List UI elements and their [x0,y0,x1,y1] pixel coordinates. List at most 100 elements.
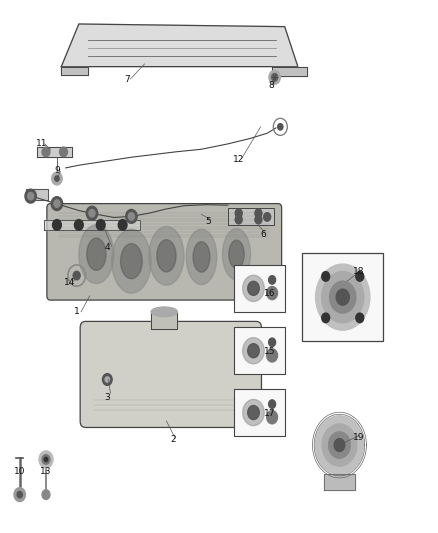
Ellipse shape [79,225,114,284]
FancyBboxPatch shape [47,204,282,300]
Circle shape [39,451,53,468]
Ellipse shape [186,229,217,285]
Circle shape [86,206,98,220]
Text: 2: 2 [170,435,176,444]
Circle shape [102,374,112,385]
Circle shape [255,209,262,217]
Text: 16: 16 [264,289,275,297]
Circle shape [264,213,271,221]
Circle shape [334,439,345,451]
Circle shape [14,488,25,502]
Polygon shape [37,147,72,157]
Text: 3: 3 [104,393,110,401]
Circle shape [60,147,67,157]
Circle shape [42,455,50,464]
Circle shape [74,220,83,230]
Circle shape [248,406,259,419]
Circle shape [118,220,127,230]
Circle shape [248,281,259,295]
Circle shape [268,276,276,284]
Circle shape [336,289,350,305]
Circle shape [128,213,134,220]
Polygon shape [61,67,88,75]
Text: 15: 15 [264,348,275,356]
Circle shape [42,490,50,499]
Circle shape [243,337,264,364]
Text: 10: 10 [14,467,25,476]
Circle shape [53,220,61,230]
Text: 17: 17 [264,409,275,417]
Text: 12: 12 [233,156,244,164]
Polygon shape [324,474,355,490]
Circle shape [356,272,364,281]
Circle shape [248,344,259,358]
Text: 11: 11 [36,140,47,148]
Text: 14: 14 [64,278,76,287]
Ellipse shape [120,244,142,279]
Text: 7: 7 [124,76,130,84]
Bar [234,265,285,312]
Circle shape [52,172,62,185]
FancyBboxPatch shape [80,321,261,427]
Polygon shape [151,312,177,329]
Circle shape [105,377,110,382]
Polygon shape [44,220,140,230]
Circle shape [269,70,280,84]
Circle shape [55,176,59,181]
Ellipse shape [229,240,244,268]
Circle shape [89,209,95,217]
Circle shape [28,192,34,200]
Circle shape [322,313,330,322]
Text: 6: 6 [260,230,266,239]
Circle shape [330,281,356,313]
Circle shape [267,410,278,424]
Bar [234,389,285,436]
Circle shape [278,124,283,130]
Circle shape [321,272,364,323]
Circle shape [96,220,105,230]
Polygon shape [26,189,48,200]
Circle shape [126,209,137,223]
Text: 1: 1 [74,308,80,316]
Ellipse shape [157,240,176,272]
Circle shape [255,215,262,224]
Circle shape [268,338,276,346]
Circle shape [42,147,50,157]
Circle shape [243,399,264,426]
Circle shape [243,275,264,302]
Circle shape [322,272,330,281]
Text: 13: 13 [40,467,52,476]
Circle shape [44,457,48,462]
Text: 19: 19 [353,433,365,441]
Circle shape [315,264,370,330]
Text: 5: 5 [205,217,211,225]
Circle shape [235,209,242,217]
Ellipse shape [193,241,210,272]
Bar [234,327,285,374]
Ellipse shape [112,229,151,293]
Text: 18: 18 [353,268,365,276]
Ellipse shape [87,238,106,270]
Circle shape [328,432,350,458]
Circle shape [268,400,276,408]
Circle shape [54,200,60,207]
Circle shape [322,424,357,466]
Circle shape [267,286,278,300]
Ellipse shape [149,227,184,285]
Bar [302,253,383,341]
Circle shape [25,189,36,203]
Polygon shape [272,67,307,76]
Circle shape [235,215,242,224]
Text: 9: 9 [54,166,60,175]
Circle shape [356,313,364,322]
Ellipse shape [151,307,177,317]
Polygon shape [228,208,274,225]
Polygon shape [61,24,298,67]
Circle shape [315,416,364,474]
Text: 4: 4 [105,244,110,252]
Circle shape [17,491,22,498]
Circle shape [272,74,278,81]
Circle shape [73,271,80,280]
Circle shape [267,349,278,362]
Text: 8: 8 [268,81,275,90]
